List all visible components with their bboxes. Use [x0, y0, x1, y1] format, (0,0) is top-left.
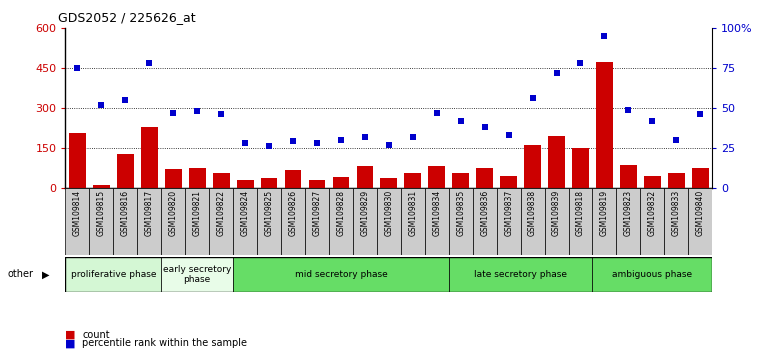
Bar	[620, 165, 637, 188]
Text: GSM109840: GSM109840	[696, 190, 705, 236]
Bar	[425, 188, 449, 255]
Bar	[261, 178, 277, 188]
Text: ■: ■	[65, 338, 76, 348]
Text: GSM109816: GSM109816	[121, 190, 130, 236]
Text: percentile rank within the sample: percentile rank within the sample	[82, 338, 247, 348]
Text: GSM109815: GSM109815	[97, 190, 106, 236]
Bar	[357, 166, 373, 188]
Bar	[592, 257, 712, 292]
Text: GSM109827: GSM109827	[313, 190, 322, 236]
Bar	[477, 168, 493, 188]
Bar	[69, 133, 85, 188]
Bar	[285, 170, 301, 188]
Bar	[353, 188, 377, 255]
Bar	[692, 168, 708, 188]
Bar	[141, 127, 158, 188]
Bar	[449, 188, 473, 255]
Text: GSM109839: GSM109839	[552, 190, 561, 236]
Text: GSM109836: GSM109836	[480, 190, 489, 236]
Bar	[209, 188, 233, 255]
Text: GSM109833: GSM109833	[671, 190, 681, 236]
Bar	[329, 188, 353, 255]
Bar	[161, 257, 233, 292]
Text: count: count	[82, 330, 110, 339]
Bar	[617, 188, 641, 255]
Bar	[113, 188, 137, 255]
Text: GSM109814: GSM109814	[73, 190, 82, 236]
Bar	[161, 188, 186, 255]
Bar	[257, 188, 281, 255]
Text: ambiguous phase: ambiguous phase	[612, 270, 692, 279]
Bar	[93, 185, 110, 188]
Bar	[592, 188, 617, 255]
Text: mid secretory phase: mid secretory phase	[295, 270, 387, 279]
Bar	[65, 188, 89, 255]
Text: GDS2052 / 225626_at: GDS2052 / 225626_at	[58, 11, 196, 24]
Bar	[189, 168, 206, 188]
Text: GSM109824: GSM109824	[240, 190, 249, 236]
Bar	[497, 188, 521, 255]
Bar	[380, 178, 397, 188]
Text: proliferative phase: proliferative phase	[71, 270, 156, 279]
Text: GSM109837: GSM109837	[504, 190, 513, 236]
Bar	[544, 188, 568, 255]
Bar	[452, 173, 469, 188]
Text: GSM109822: GSM109822	[216, 190, 226, 236]
Bar	[524, 145, 541, 188]
Bar	[500, 176, 517, 188]
Bar	[641, 188, 665, 255]
Bar	[233, 257, 449, 292]
Bar	[233, 188, 257, 255]
Text: early secretory
phase: early secretory phase	[163, 265, 232, 284]
Bar	[305, 188, 329, 255]
Text: GSM109819: GSM109819	[600, 190, 609, 236]
Text: GSM109820: GSM109820	[169, 190, 178, 236]
Bar	[165, 169, 182, 188]
Bar	[213, 173, 229, 188]
Text: GSM109818: GSM109818	[576, 190, 585, 236]
Text: GSM109821: GSM109821	[192, 190, 202, 236]
Bar	[665, 188, 688, 255]
Text: GSM109828: GSM109828	[336, 190, 346, 236]
Text: ▶: ▶	[42, 269, 50, 279]
Text: GSM109835: GSM109835	[456, 190, 465, 236]
Bar	[572, 148, 589, 188]
Text: GSM109823: GSM109823	[624, 190, 633, 236]
Bar	[333, 177, 350, 188]
Bar	[404, 173, 421, 188]
Bar	[236, 180, 253, 188]
Text: GSM109830: GSM109830	[384, 190, 393, 236]
Text: GSM109832: GSM109832	[648, 190, 657, 236]
Bar	[688, 188, 712, 255]
Bar	[548, 136, 565, 188]
Bar	[89, 188, 113, 255]
Bar	[186, 188, 209, 255]
Text: GSM109817: GSM109817	[145, 190, 154, 236]
Text: GSM109826: GSM109826	[289, 190, 297, 236]
Bar	[401, 188, 425, 255]
Bar	[473, 188, 497, 255]
Bar	[309, 180, 326, 188]
Text: late secretory phase: late secretory phase	[474, 270, 567, 279]
Bar	[644, 176, 661, 188]
Bar	[668, 173, 685, 188]
Bar	[521, 188, 544, 255]
Bar	[117, 154, 134, 188]
Text: GSM109829: GSM109829	[360, 190, 370, 236]
Bar	[568, 188, 592, 255]
Text: GSM109834: GSM109834	[432, 190, 441, 236]
Bar	[449, 257, 592, 292]
Bar	[377, 188, 401, 255]
Bar	[65, 257, 161, 292]
Text: other: other	[8, 269, 34, 279]
Bar	[281, 188, 305, 255]
Text: GSM109831: GSM109831	[408, 190, 417, 236]
Bar	[137, 188, 161, 255]
Bar	[596, 62, 613, 188]
Text: GSM109838: GSM109838	[528, 190, 537, 236]
Text: GSM109825: GSM109825	[265, 190, 273, 236]
Text: ■: ■	[65, 330, 76, 339]
Bar	[428, 166, 445, 188]
